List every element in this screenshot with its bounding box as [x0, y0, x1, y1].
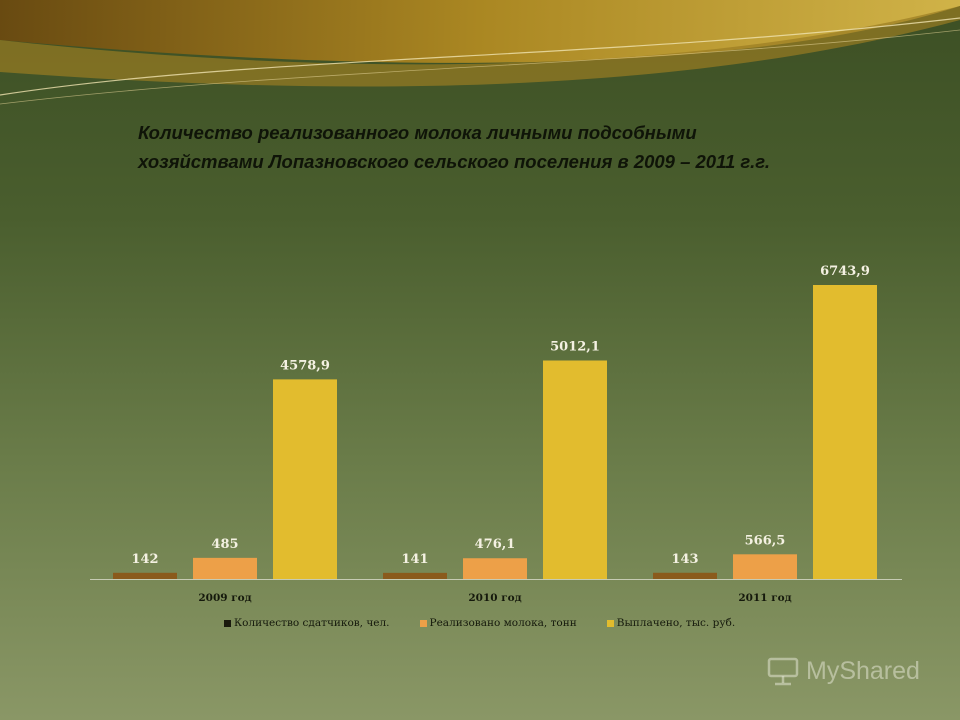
presentation-board-icon: [767, 657, 799, 686]
bar: [543, 360, 607, 579]
data-label: 6743,9: [820, 264, 870, 279]
x-tick-label: 2010 год: [468, 592, 521, 604]
chart-title-line-1: Количество реализованного молока личными…: [138, 122, 697, 143]
x-tick-label: 2011 год: [738, 592, 791, 604]
watermark: MyShared: [766, 656, 920, 686]
chart-legend: Количество сдатчиков, чел. Реализовано м…: [224, 617, 735, 629]
bar: [813, 285, 877, 579]
bar: [383, 572, 447, 579]
chart-title: Количество реализованного молока личными…: [138, 118, 898, 176]
chart-title-line-2: хозяйствами Лопазновского сельского посе…: [138, 151, 770, 172]
legend-label: Выплачено, тыс. руб.: [616, 617, 736, 629]
bar: [193, 557, 257, 579]
data-label: 141: [401, 552, 428, 567]
data-label: 566,5: [745, 533, 786, 548]
data-label: 142: [131, 552, 158, 567]
data-label: 4578,9: [280, 358, 330, 373]
legend-swatch: [419, 619, 427, 627]
data-label: 485: [211, 537, 238, 552]
data-label: 5012,1: [550, 339, 600, 354]
legend-item-paid: Выплачено, тыс. руб.: [606, 617, 736, 629]
bar: [463, 558, 527, 579]
bar: [733, 554, 797, 579]
legend-label: Реализовано молока, тонн: [429, 617, 577, 629]
bar: [653, 572, 717, 579]
bar: [273, 379, 337, 579]
bar: [113, 572, 177, 579]
x-tick-label: 2009 год: [198, 592, 251, 604]
header-swoosh-decoration: [0, 0, 960, 105]
legend-swatch: [224, 619, 231, 627]
watermark-text: MyShared: [806, 656, 920, 685]
legend-label: Количество сдатчиков, чел.: [234, 617, 390, 629]
data-label: 476,1: [475, 537, 516, 552]
legend-swatch: [606, 619, 614, 627]
legend-item-milk: Реализовано молока, тонн: [419, 617, 577, 629]
legend-item-senders: Количество сдатчиков, чел.: [224, 617, 390, 629]
data-label: 143: [671, 552, 698, 567]
